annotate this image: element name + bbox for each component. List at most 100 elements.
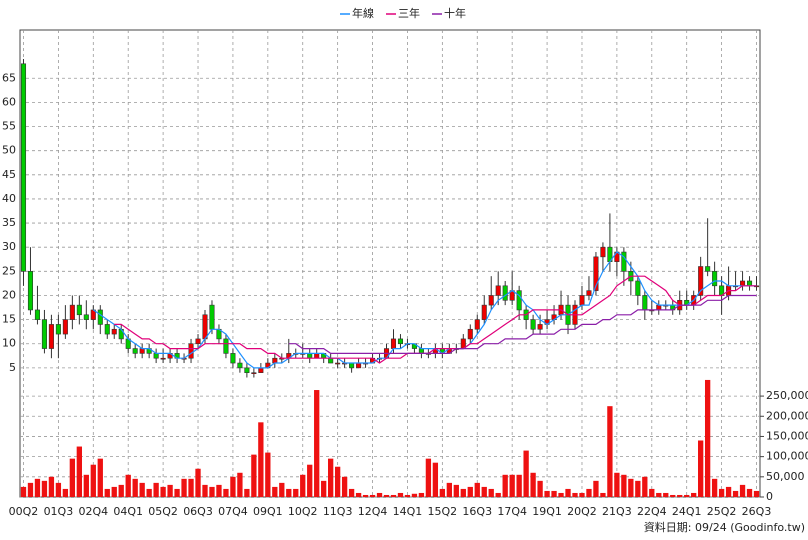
volume-bar xyxy=(111,486,117,497)
volume-bar xyxy=(718,488,725,497)
volume-bar xyxy=(341,476,348,497)
volume-bar xyxy=(691,492,697,497)
candle-body xyxy=(223,338,229,354)
candle-body xyxy=(314,353,320,359)
plot-frame xyxy=(19,29,761,498)
candle-body xyxy=(48,324,54,349)
volume-bar xyxy=(20,486,27,497)
volume-bar xyxy=(635,480,641,497)
y2-tick-label: 100,000 xyxy=(766,450,808,463)
y-tick-label: 15 xyxy=(2,313,16,326)
volume-bar xyxy=(425,458,432,497)
volume-bar xyxy=(663,492,669,497)
candle-body xyxy=(621,251,627,272)
volume-bar xyxy=(565,488,571,497)
y-tick-label: 5 xyxy=(9,361,16,374)
volume-bar xyxy=(251,454,257,497)
volume-bar xyxy=(300,474,306,497)
volume-bar xyxy=(467,486,473,497)
x-tick-label: 26Q3 xyxy=(742,505,772,518)
candle-body xyxy=(34,309,40,320)
volume-bar xyxy=(83,474,89,497)
candle-body xyxy=(328,357,334,364)
volume-bar xyxy=(244,488,250,497)
y2-tick-label: 150,000 xyxy=(766,429,808,442)
volume-bar xyxy=(376,492,383,497)
x-tick-label: 25Q2 xyxy=(707,505,737,518)
x-tick-label: 07Q4 xyxy=(218,505,248,518)
volume-bar xyxy=(41,480,48,497)
candle-body xyxy=(349,362,355,369)
y2-tick-label: 50,000 xyxy=(766,470,805,483)
candle-body xyxy=(642,295,648,311)
candle-body xyxy=(139,348,145,354)
volume-bar xyxy=(146,488,152,497)
volume-bar xyxy=(216,484,222,497)
volume-bar xyxy=(551,490,557,497)
y-tick-label: 40 xyxy=(2,192,16,205)
y-tick-label: 35 xyxy=(2,216,16,229)
volume-bar xyxy=(516,474,522,497)
volume-bar xyxy=(167,484,173,497)
legend-label: 三年 xyxy=(398,6,420,20)
volume-bar xyxy=(677,494,683,497)
x-tick-label: 05Q2 xyxy=(148,505,178,518)
candle-body xyxy=(481,304,487,320)
y-tick-label: 25 xyxy=(2,264,16,277)
x-tick-label: 12Q4 xyxy=(358,505,388,518)
x-tick-label: 20Q2 xyxy=(567,505,597,518)
volume-bar xyxy=(432,462,439,497)
candle-body xyxy=(27,271,34,311)
y-tick-label: 45 xyxy=(2,168,16,181)
volume-bar xyxy=(495,492,501,497)
candle-body xyxy=(698,266,704,296)
candle-body xyxy=(488,295,494,306)
volume-bar xyxy=(104,488,110,497)
volume-bar xyxy=(698,440,704,497)
ma-line xyxy=(92,251,757,369)
y-tick-label: 50 xyxy=(2,144,16,157)
candle-body xyxy=(516,290,522,311)
volume-bar xyxy=(411,493,418,497)
volume-bar xyxy=(446,482,452,497)
candle-body xyxy=(41,319,47,349)
volume-bar xyxy=(321,480,327,497)
volume-bar xyxy=(628,478,634,497)
x-tick-label: 02Q4 xyxy=(78,505,108,518)
y-tick-label: 20 xyxy=(2,288,16,301)
volume-bar xyxy=(55,482,62,497)
x-tick-label: 22Q4 xyxy=(637,505,667,518)
volume-bar xyxy=(544,490,550,497)
volume-bar xyxy=(195,468,201,497)
candle-body xyxy=(502,285,508,301)
volume-bar xyxy=(362,494,369,497)
candle-body xyxy=(244,367,250,373)
candle-body xyxy=(740,280,746,287)
candle-body xyxy=(202,314,208,340)
volume-bar xyxy=(69,458,76,497)
volume-bar xyxy=(732,490,739,497)
candle-body xyxy=(530,319,536,330)
volume-bar xyxy=(418,492,425,497)
volume-bar xyxy=(307,464,313,497)
volume-bar xyxy=(383,494,390,497)
ma-line xyxy=(288,294,757,354)
volume-bar xyxy=(481,486,487,497)
x-tick-label: 24Q1 xyxy=(672,505,702,518)
candle-body xyxy=(132,348,138,354)
x-tick-label: 09Q1 xyxy=(253,505,283,518)
candle-body xyxy=(76,304,82,316)
volume-bar xyxy=(286,488,292,497)
volume-bar xyxy=(572,492,578,497)
volume-bar xyxy=(753,490,760,497)
volume-bar xyxy=(76,446,82,497)
y-tick-label: 55 xyxy=(2,120,16,133)
candle-body xyxy=(418,348,424,354)
x-tick-label: 19Q1 xyxy=(532,505,562,518)
volume-bar xyxy=(125,474,131,497)
y-tick-label: 60 xyxy=(2,95,16,108)
candle-body xyxy=(104,324,110,335)
volume-bar xyxy=(258,422,264,497)
x-tick-label: 01Q3 xyxy=(44,505,74,518)
